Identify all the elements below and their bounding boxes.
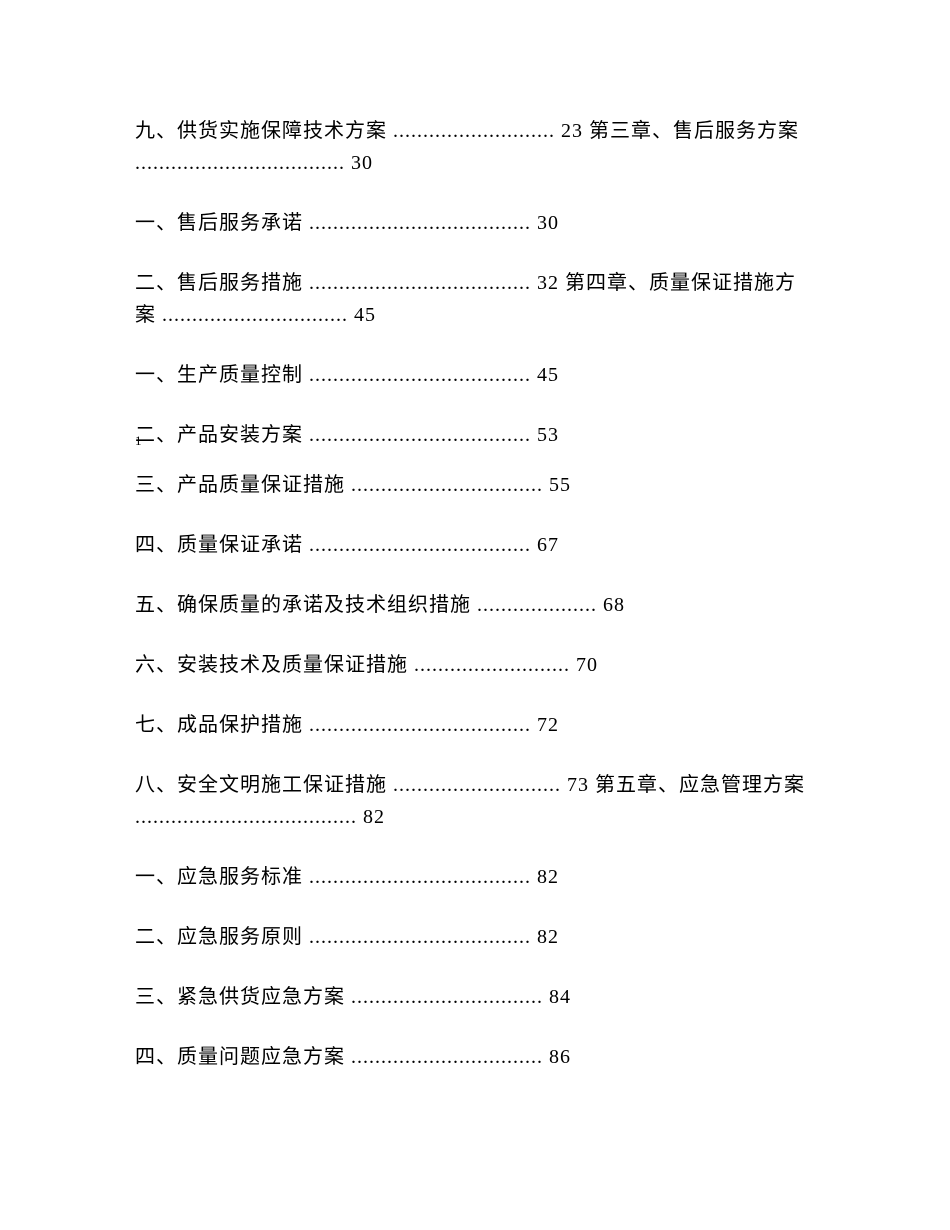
- toc-entry: 二、售后服务措施 ...............................…: [135, 267, 815, 331]
- toc-entry: 一、生产质量控制 ...............................…: [135, 359, 815, 391]
- toc-entry: 四、质量问题应急方案 .............................…: [135, 1041, 815, 1073]
- toc-entry: 四、质量保证承诺 ...............................…: [135, 529, 815, 561]
- toc-entry: 九、供货实施保障技术方案 ...........................…: [135, 115, 815, 179]
- toc-entry: 三、产品质量保证措施 .............................…: [135, 469, 815, 501]
- toc-entry: 五、确保质量的承诺及技术组织措施 .................... 68: [135, 589, 815, 621]
- toc-entry: 二、应急服务原则 ...............................…: [135, 921, 815, 953]
- toc-entry: 一、应急服务标准 ...............................…: [135, 861, 815, 893]
- toc-entry: 三、紧急供货应急方案 .............................…: [135, 981, 815, 1013]
- toc-entry: 一、售后服务承诺 ...............................…: [135, 207, 815, 239]
- toc-entry: 七、成品保护措施 ...............................…: [135, 709, 815, 741]
- toc-entry: 六、安装技术及质量保证措施 ..........................…: [135, 649, 815, 681]
- toc-entry: 八、安全文明施工保证措施 ...........................…: [135, 769, 815, 833]
